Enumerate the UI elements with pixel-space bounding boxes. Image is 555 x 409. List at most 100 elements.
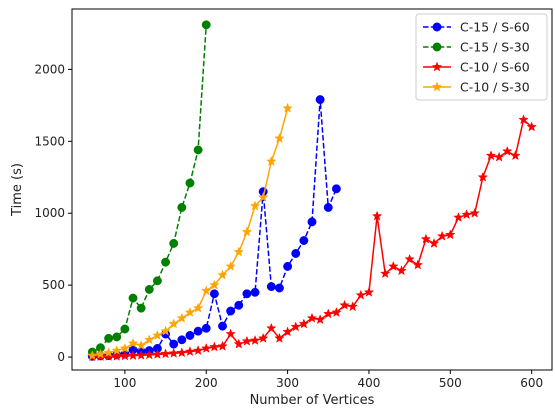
- data-point: [119, 342, 131, 353]
- data-point: [257, 191, 269, 202]
- data-point: [242, 289, 252, 299]
- series-4: [87, 102, 293, 361]
- data-point: [379, 268, 391, 279]
- data-point: [249, 335, 261, 345]
- x-tick-label: 200: [195, 376, 218, 390]
- data-point: [355, 289, 367, 300]
- legend-label: C-15 / S-60: [460, 20, 530, 35]
- data-point: [218, 321, 227, 331]
- data-point: [298, 318, 310, 329]
- data-point: [112, 332, 122, 342]
- data-point: [161, 257, 171, 267]
- x-tick-label: 400: [357, 376, 380, 390]
- legend-box: [415, 13, 548, 101]
- data-point: [225, 260, 236, 271]
- data-point: [502, 145, 513, 156]
- data-point: [111, 350, 122, 361]
- data-point: [323, 308, 334, 319]
- data-point: [250, 287, 260, 297]
- legend-label: C-10 / S-30: [460, 80, 530, 95]
- y-tick-label: 0: [57, 350, 65, 364]
- data-point: [177, 203, 187, 212]
- x-tick-label: 500: [439, 376, 462, 390]
- data-point: [257, 332, 269, 343]
- data-point: [233, 338, 245, 349]
- data-point: [266, 155, 277, 166]
- y-axis: 0 500 1000 1500 2000: [34, 62, 72, 364]
- data-point: [184, 346, 196, 357]
- legend-marker: [432, 42, 442, 52]
- data-point: [209, 289, 219, 299]
- data-point: [339, 299, 350, 310]
- data-point: [274, 332, 285, 343]
- data-point: [177, 335, 187, 345]
- data-point: [168, 347, 179, 358]
- data-point: [282, 102, 293, 113]
- legend-item: C-15 / S-30: [423, 40, 530, 55]
- data-point: [152, 276, 162, 286]
- data-point: [217, 340, 228, 351]
- legend-marker: [432, 22, 442, 32]
- data-point: [209, 279, 220, 290]
- x-tick-label: 100: [113, 376, 136, 390]
- data-point: [127, 337, 139, 348]
- data-point: [184, 306, 196, 317]
- data-point: [331, 184, 341, 194]
- data-point: [283, 261, 293, 271]
- data-point: [193, 326, 203, 336]
- legend: C-15 / S-60 C-15 / S-30 C-10 / S-60 C-10 / …: [415, 13, 548, 101]
- data-point: [477, 171, 489, 182]
- data-point: [135, 349, 147, 360]
- data-point: [185, 178, 195, 188]
- data-point: [144, 285, 154, 294]
- data-point: [445, 229, 456, 240]
- data-point: [160, 325, 171, 336]
- data-point: [331, 306, 342, 317]
- x-tick-label: 600: [520, 376, 543, 390]
- series-layer: [87, 20, 537, 362]
- data-point: [144, 334, 155, 345]
- data-point: [249, 200, 261, 211]
- data-point: [518, 114, 529, 125]
- data-point: [323, 203, 333, 212]
- series-3: [87, 114, 537, 362]
- data-point: [169, 238, 179, 248]
- data-point: [135, 340, 147, 351]
- data-point: [226, 306, 236, 316]
- data-point: [436, 230, 448, 241]
- data-point: [104, 333, 114, 343]
- data-point: [217, 269, 228, 280]
- y-tick-label: 500: [42, 278, 65, 292]
- data-point: [388, 260, 399, 271]
- x-axis: 100 200 300 400 500 600: [113, 370, 543, 390]
- data-point: [241, 226, 253, 237]
- data-point: [241, 335, 253, 346]
- legend-item: C-15 / S-60: [423, 20, 530, 35]
- x-axis-label: Number of Vertices: [250, 393, 375, 408]
- legend-label: C-15 / S-30: [460, 40, 530, 55]
- x-tick-label: 300: [276, 376, 299, 390]
- data-point: [193, 145, 203, 155]
- data-point: [120, 324, 130, 334]
- data-point: [185, 331, 195, 340]
- axes-frame: [71, 8, 553, 371]
- data-point: [371, 210, 383, 221]
- series-2: [87, 20, 211, 357]
- data-point: [266, 282, 276, 292]
- data-point: [169, 339, 179, 349]
- data-point: [493, 151, 505, 162]
- data-point: [200, 285, 212, 296]
- data-point: [103, 347, 114, 358]
- data-point: [363, 286, 375, 297]
- data-point: [291, 249, 301, 258]
- data-point: [225, 328, 236, 339]
- legend-item: C-10 / S-60: [423, 60, 530, 75]
- data-point: [201, 323, 211, 333]
- y-tick-label: 1000: [34, 206, 65, 220]
- data-point: [274, 132, 285, 143]
- data-point: [306, 312, 318, 323]
- data-point: [347, 301, 358, 312]
- data-point: [168, 318, 179, 329]
- legend-marker: [431, 61, 443, 72]
- data-point: [201, 20, 211, 30]
